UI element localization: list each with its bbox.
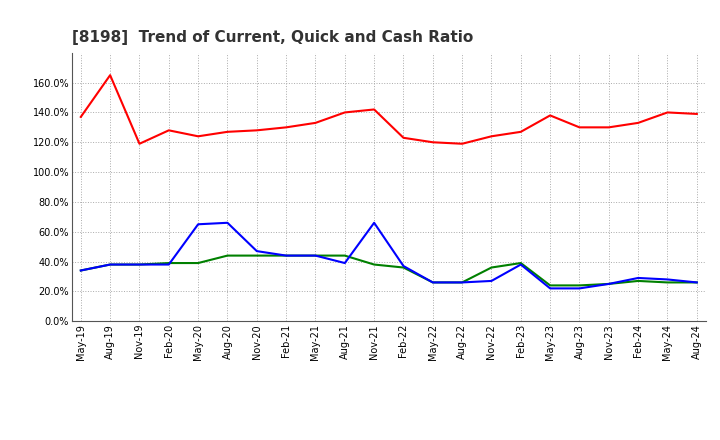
Cash Ratio [106, 262, 114, 267]
Quick Ratio [575, 283, 584, 288]
Quick Ratio [341, 253, 349, 258]
Current Ratio [194, 134, 202, 139]
Quick Ratio [399, 265, 408, 270]
Cash Ratio [458, 280, 467, 285]
Line: Current Ratio: Current Ratio [81, 75, 697, 144]
Quick Ratio [546, 283, 554, 288]
Quick Ratio [693, 280, 701, 285]
Current Ratio [546, 113, 554, 118]
Quick Ratio [516, 260, 525, 266]
Current Ratio [253, 128, 261, 133]
Current Ratio [693, 111, 701, 117]
Current Ratio [223, 129, 232, 135]
Cash Ratio [282, 253, 290, 258]
Quick Ratio [253, 253, 261, 258]
Cash Ratio [399, 264, 408, 269]
Current Ratio [282, 125, 290, 130]
Cash Ratio [164, 262, 173, 267]
Current Ratio [76, 114, 85, 120]
Quick Ratio [194, 260, 202, 266]
Quick Ratio [311, 253, 320, 258]
Cash Ratio [575, 286, 584, 291]
Cash Ratio [194, 222, 202, 227]
Quick Ratio [76, 268, 85, 273]
Quick Ratio [164, 260, 173, 266]
Cash Ratio [253, 249, 261, 254]
Quick Ratio [282, 253, 290, 258]
Current Ratio [341, 110, 349, 115]
Cash Ratio [341, 260, 349, 266]
Quick Ratio [663, 280, 672, 285]
Cash Ratio [223, 220, 232, 225]
Cash Ratio [605, 281, 613, 286]
Current Ratio [634, 120, 642, 125]
Current Ratio [516, 129, 525, 135]
Cash Ratio [546, 286, 554, 291]
Current Ratio [575, 125, 584, 130]
Cash Ratio [663, 277, 672, 282]
Current Ratio [399, 135, 408, 140]
Line: Cash Ratio: Cash Ratio [81, 223, 697, 288]
Cash Ratio [370, 220, 379, 225]
Line: Quick Ratio: Quick Ratio [81, 256, 697, 286]
Quick Ratio [106, 262, 114, 267]
Cash Ratio [428, 280, 437, 285]
Current Ratio [458, 141, 467, 147]
Quick Ratio [487, 265, 496, 270]
Quick Ratio [458, 280, 467, 285]
Current Ratio [370, 107, 379, 112]
Cash Ratio [135, 262, 144, 267]
Cash Ratio [516, 262, 525, 267]
Current Ratio [311, 120, 320, 125]
Cash Ratio [311, 253, 320, 258]
Quick Ratio [634, 278, 642, 283]
Current Ratio [605, 125, 613, 130]
Current Ratio [428, 139, 437, 145]
Current Ratio [135, 141, 144, 147]
Cash Ratio [487, 278, 496, 283]
Text: [8198]  Trend of Current, Quick and Cash Ratio: [8198] Trend of Current, Quick and Cash … [72, 29, 473, 45]
Current Ratio [487, 134, 496, 139]
Cash Ratio [693, 280, 701, 285]
Quick Ratio [135, 262, 144, 267]
Current Ratio [164, 128, 173, 133]
Quick Ratio [370, 262, 379, 267]
Current Ratio [663, 110, 672, 115]
Cash Ratio [634, 275, 642, 281]
Current Ratio [106, 73, 114, 78]
Quick Ratio [428, 280, 437, 285]
Cash Ratio [76, 268, 85, 273]
Quick Ratio [605, 281, 613, 286]
Quick Ratio [223, 253, 232, 258]
